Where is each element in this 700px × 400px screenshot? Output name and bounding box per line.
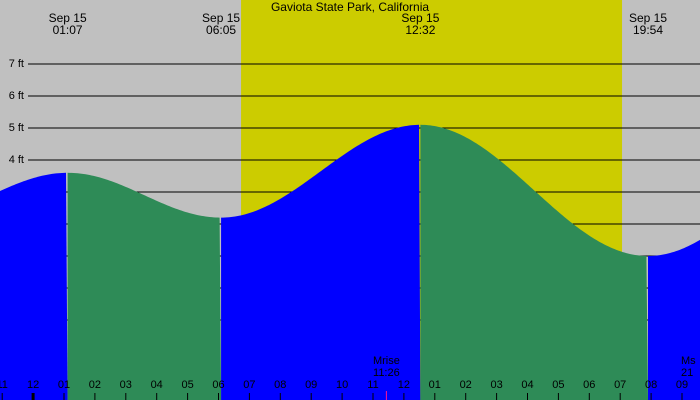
event-time: 06:05 bbox=[206, 23, 236, 37]
rising-tide bbox=[0, 172, 68, 400]
falling-tide bbox=[420, 124, 649, 400]
moon-time: 21 bbox=[681, 367, 693, 379]
event-time: 19:54 bbox=[633, 23, 663, 37]
hour-label: 09 bbox=[305, 379, 317, 391]
hour-label: 11 bbox=[0, 379, 8, 391]
hour-label: 04 bbox=[151, 379, 163, 391]
rising-tide bbox=[221, 124, 421, 400]
hour-label: 02 bbox=[460, 379, 472, 391]
hour-label: 05 bbox=[181, 379, 193, 391]
hour-label: 02 bbox=[89, 379, 101, 391]
hour-label: 07 bbox=[614, 379, 626, 391]
hour-label: 04 bbox=[521, 379, 533, 391]
moon-label: Ms bbox=[681, 355, 696, 367]
hour-label: 11 bbox=[367, 379, 378, 391]
hour-label: 06 bbox=[583, 379, 595, 391]
hour-label: 08 bbox=[274, 379, 286, 391]
y-tick-label: 7 ft bbox=[9, 58, 24, 70]
hour-label: 06 bbox=[212, 379, 224, 391]
hour-label: 03 bbox=[490, 379, 502, 391]
hour-label: 09 bbox=[676, 379, 688, 391]
event-date: Sep 15 bbox=[49, 11, 87, 25]
event-time: 12:32 bbox=[405, 23, 435, 37]
hour-label: 08 bbox=[645, 379, 657, 391]
hour-label: 03 bbox=[120, 379, 132, 391]
event-time: 01:07 bbox=[53, 23, 83, 37]
hour-label: 05 bbox=[552, 379, 564, 391]
hour-label: 12 bbox=[398, 379, 410, 391]
event-date: Sep 15 bbox=[202, 11, 240, 25]
y-tick-label: 5 ft bbox=[9, 122, 24, 134]
hour-label: 01 bbox=[429, 379, 441, 391]
hour-label: 01 bbox=[58, 379, 70, 391]
y-tick-label: 6 ft bbox=[9, 90, 24, 102]
moon-label: Mrise bbox=[373, 355, 400, 367]
hour-label: 10 bbox=[336, 379, 348, 391]
moon-time: 11:26 bbox=[373, 367, 400, 379]
chart-title: Gaviota State Park, California bbox=[271, 0, 429, 14]
y-tick-label: 4 ft bbox=[9, 154, 24, 166]
event-date: Sep 15 bbox=[401, 11, 439, 25]
hour-label: 07 bbox=[243, 379, 255, 391]
hour-label: 12 bbox=[27, 379, 39, 391]
event-date: Sep 15 bbox=[629, 11, 667, 25]
falling-tide bbox=[67, 172, 222, 400]
rising-tide bbox=[648, 239, 700, 400]
